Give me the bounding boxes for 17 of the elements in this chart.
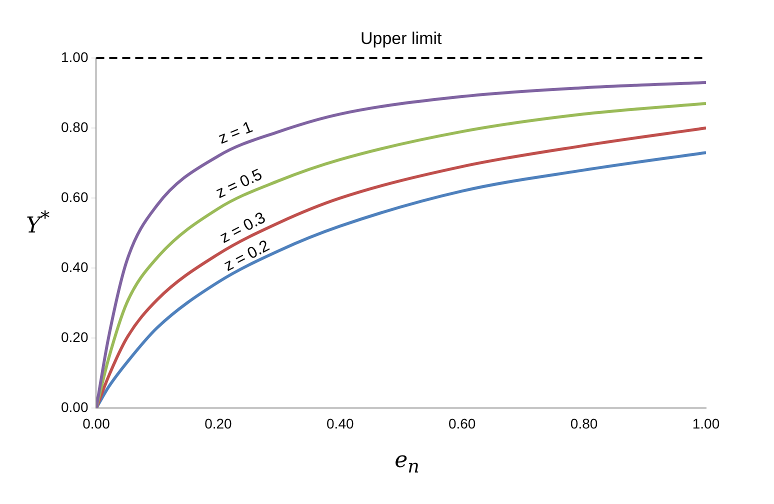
y-tick-label: 0.60 (61, 188, 88, 205)
y-tick-label: 0.20 (61, 329, 88, 346)
x-tick-label: 0.80 (570, 415, 598, 432)
x-tick-label: 0.20 (204, 415, 232, 432)
x-tick-label: 1.00 (692, 415, 720, 432)
x-tick-label: 0.00 (82, 415, 110, 432)
text: z = 0.5 (214, 166, 265, 202)
text: z = 1 (216, 118, 256, 148)
y-tick-label: 0.00 (61, 399, 88, 416)
y-tick-label: 0.80 (61, 118, 88, 135)
x-axis-title: e$_{n}$ (394, 448, 420, 478)
x-tick-label: 0.60 (448, 415, 476, 432)
y-tick-label: 1.00 (61, 48, 88, 65)
y-axis-title: Y$^{*}$ (26, 208, 50, 238)
y-tick-label: 0.40 (61, 258, 88, 275)
ref-line-label: Upper limit (360, 29, 442, 48)
x-tick-label: 0.40 (326, 415, 354, 432)
